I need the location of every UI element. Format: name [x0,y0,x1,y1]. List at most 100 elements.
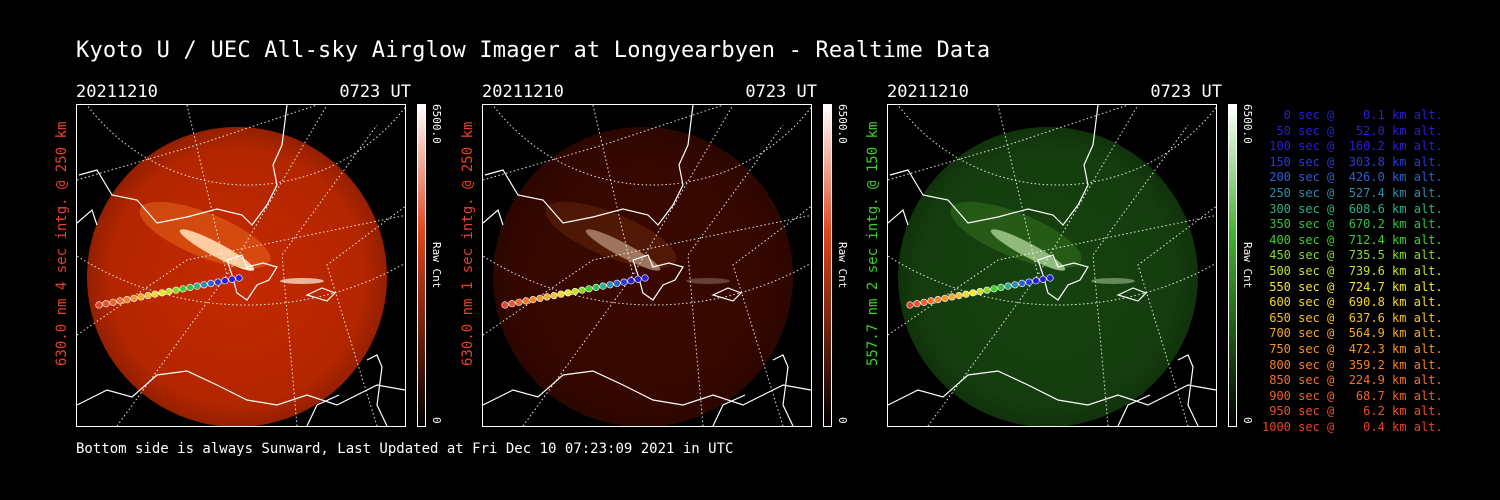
trajectory-dot [613,279,621,287]
aurora-patch [1091,278,1135,284]
trajectory-dot [934,296,942,304]
legend-row: 300 sec @ 608.6 km alt. [1262,201,1443,216]
legend-row: 550 sec @ 724.7 km alt. [1262,279,1443,294]
trajectory-dot [585,285,593,293]
trajectory-dot [1039,275,1047,283]
coastline-outline [483,105,811,426]
trajectory-dot [529,296,537,304]
trajectory-dot [969,289,977,297]
colorbar-min-label: 0 [836,417,849,424]
colorbar [823,104,832,427]
trajectory-dot [990,285,998,293]
trajectory-dot [641,274,649,282]
colorbar [417,104,426,427]
panel-ylabel: 630.0 nm 4 sec intg. @ 250 km [54,121,70,366]
aurora-glow [139,201,271,269]
legend-row: 100 sec @ 160.2 km alt. [1262,139,1443,154]
trajectory-dot [102,300,110,308]
allsky-image [76,104,406,427]
trajectory-dot [578,286,586,294]
legend-row: 350 sec @ 670.2 km alt. [1262,217,1443,232]
aurora-glow [950,201,1082,269]
trajectory-dot [501,301,509,309]
trajectory-dot [522,297,530,305]
trajectory-dot [997,283,1005,291]
trajectory-dot [179,285,187,293]
trajectory-dot [955,292,963,300]
trajectory-dot [95,301,103,309]
graticule [888,105,1216,426]
panel-date: 20211210 [482,82,564,102]
trajectory-dot [1025,278,1033,286]
trajectory-dot [172,286,180,294]
footer-note: Bottom side is always Sunward, Last Upda… [76,441,734,457]
panel-time: 0723 UT [1150,82,1222,102]
legend-row: 450 sec @ 735.5 km alt. [1262,248,1443,263]
trajectory-dot [983,286,991,294]
trajectory-dot [1011,281,1019,289]
legend-row: 250 sec @ 527.4 km alt. [1262,185,1443,200]
trajectory-dot [1046,274,1054,282]
legend-row: 600 sec @ 690.8 km alt. [1262,295,1443,310]
legend-row: 150 sec @ 303.8 km alt. [1262,154,1443,169]
trajectory-dot [962,290,970,298]
trajectory-dot [557,290,565,298]
colorbar-unit-label: Raw Cnt [836,242,849,289]
imager-panel-1: 20211210 0723 UT [76,82,476,432]
legend-row: 800 sec @ 359.2 km alt. [1262,357,1443,372]
coastline-outline [77,105,405,426]
trajectory-dot [123,296,131,304]
aurora-glow [545,201,677,269]
trajectory-dot [948,293,956,301]
trajectory-dot [920,298,928,306]
colorbar-unit-label: Raw Cnt [1241,242,1254,289]
trajectory-dot [913,300,921,308]
aurora-arc [179,229,255,271]
graticule [483,105,811,426]
trajectory-dot [976,287,984,296]
imager-panel-3: 20211210 0723 UT [887,82,1287,432]
colorbar-min-label: 0 [1241,417,1254,424]
panel-time: 0723 UT [745,82,817,102]
aurora-patch [686,278,730,284]
imager-panel-2: 20211210 0723 UT [482,82,882,432]
legend-row: 400 sec @ 712.4 km alt. [1262,232,1443,247]
trajectory-dot [1004,282,1012,290]
trajectory-dot [151,290,159,298]
legend-row: 750 sec @ 472.3 km alt. [1262,341,1443,356]
trajectory-dot [543,293,551,301]
trajectory-dot [235,274,243,282]
trajectory-dot [137,293,145,301]
trajectory-dot [627,277,635,285]
trajectory-dot [515,298,523,306]
aurora-arc [585,229,661,271]
trajectory-dot [606,281,614,289]
trajectory-dot [1032,277,1040,285]
panel-date: 20211210 [887,82,969,102]
trajectory-dot [144,292,152,300]
aurora-patch [280,278,324,284]
trajectory-dot [186,283,194,291]
trajectory-dot [941,294,949,302]
trajectory-dot [592,283,600,291]
legend-row: 650 sec @ 637.6 km alt. [1262,310,1443,325]
graticule [77,105,405,426]
trajectory-dot [228,275,236,283]
trajectory-dot [536,294,544,302]
aurora-arc [990,229,1066,271]
legend-row: 1000 sec @ 0.4 km alt. [1262,419,1443,434]
colorbar-max-label: 6500.0 [1241,104,1254,144]
page-title: Kyoto U / UEC All-sky Airglow Imager at … [76,38,991,63]
legend-row: 700 sec @ 564.9 km alt. [1262,326,1443,341]
trajectory-dot [508,300,516,308]
panel-time: 0723 UT [339,82,411,102]
allsky-image [482,104,812,427]
trajectory-dot [130,294,138,302]
trajectory-dot [634,275,642,283]
colorbar-unit-label: Raw Cnt [430,242,443,289]
trajectory-dot [200,281,208,289]
panel-date: 20211210 [76,82,158,102]
trajectory-legend: 0 sec @ 0.1 km alt. 50 sec @ 52.0 km alt… [1262,108,1443,435]
trajectory-dot [927,297,935,305]
legend-row: 0 sec @ 0.1 km alt. [1262,108,1443,122]
